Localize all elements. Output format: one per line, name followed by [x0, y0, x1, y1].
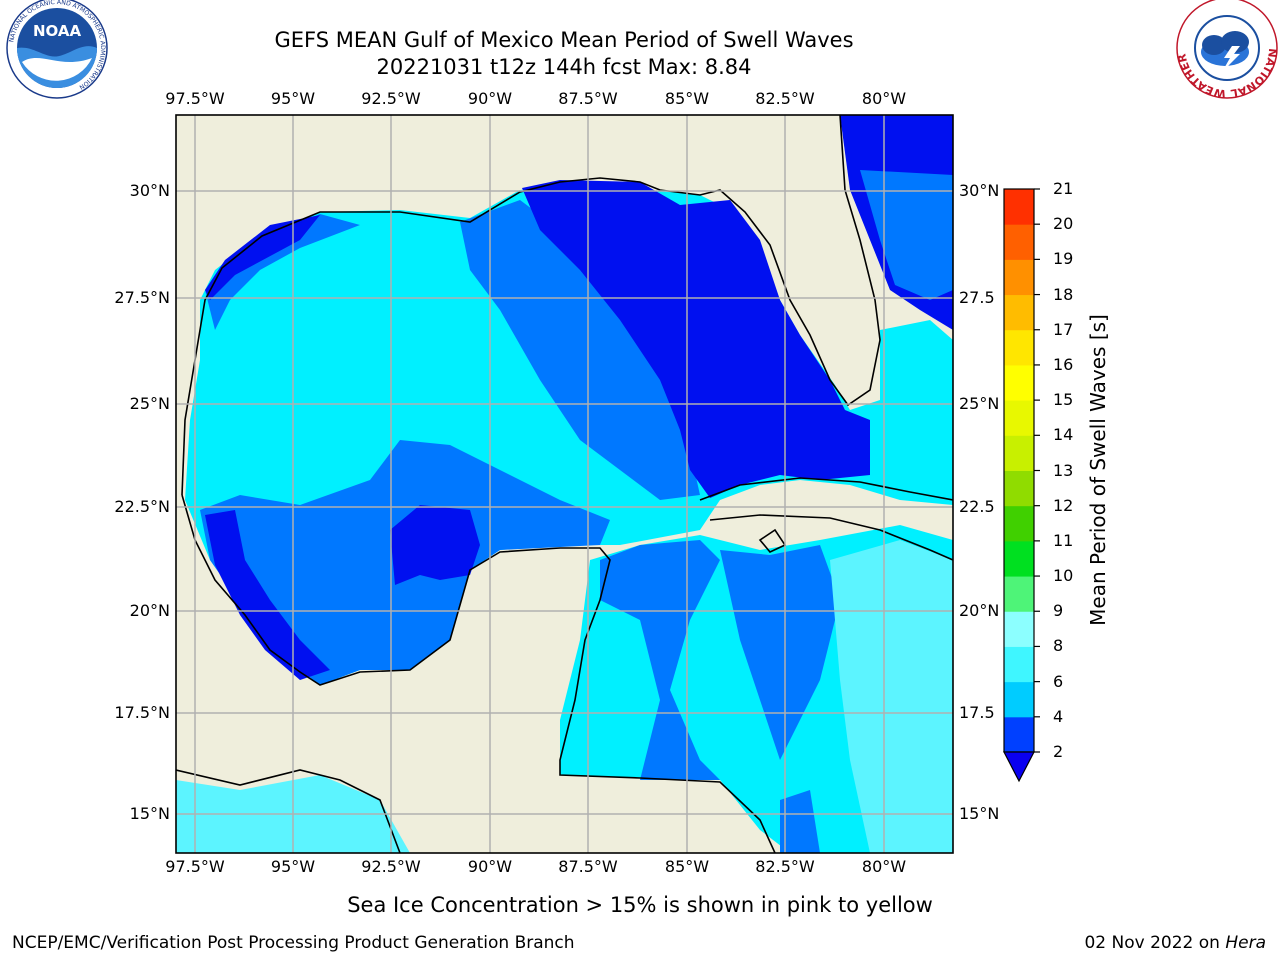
colorbar-swatch: [1004, 259, 1034, 296]
lat-tick-right: 30°N: [959, 181, 1000, 200]
caribbean-pale: [830, 540, 953, 853]
sea-ice-footnote: Sea Ice Concentration > 15% is shown in …: [347, 893, 933, 917]
lon-tick-top: 90°W: [467, 89, 513, 108]
lon-tick-bottom: 85°W: [664, 857, 710, 876]
north-shelf-band: [460, 200, 700, 500]
lat-tick-left: 25°N: [129, 394, 170, 413]
colorbar-title: Mean Period of Swell Waves [s]: [1086, 314, 1110, 626]
machine-name: Hera: [1225, 933, 1266, 953]
colorbar-label: 13: [1053, 460, 1074, 480]
colorbar-swatch: [1004, 294, 1034, 331]
colorbar-label: 11: [1053, 530, 1074, 550]
colorbar-label: 10: [1053, 566, 1074, 586]
colorbar-label: 20: [1053, 214, 1074, 234]
map-title: GEFS MEAN Gulf of Mexico Mean Period of …: [274, 28, 854, 52]
colorbar-label: 8: [1053, 636, 1064, 656]
lat-tick-left: 17.5°N: [114, 703, 170, 722]
north-coast-low: [205, 215, 320, 300]
coastlines: [176, 115, 953, 853]
graticule: [176, 115, 953, 853]
lat-tick-right: 27.5: [959, 288, 995, 307]
colorbar-label: 17: [1053, 319, 1074, 339]
colorbar-swatch: [1004, 540, 1034, 577]
caribbean-south-low: [780, 790, 820, 853]
lon-tick-bottom: 92.5°W: [361, 857, 421, 876]
nws-logo: NATIONAL WEATHER SERVICE: [0, 0, 1279, 100]
colorbar-swatch: [1004, 364, 1034, 401]
noaa-logo-text: NOAA: [33, 22, 82, 40]
colorbar-swatch: [1004, 470, 1034, 507]
lat-tick-left: 20°N: [129, 601, 170, 620]
colorbar-swatch: [1004, 505, 1034, 542]
lat-tick-left: 15°N: [129, 804, 170, 823]
bahamas-water: [880, 320, 953, 440]
caribbean-west-band: [600, 540, 720, 780]
colorbar-swatch: [1004, 189, 1034, 225]
bay-of-campeche-low: [390, 505, 480, 585]
nws-ring-text: NATIONAL WEATHER SERVICE: [0, 0, 1279, 100]
lon-tick-bottom: 95°W: [270, 857, 316, 876]
lat-tick-left: 30°N: [129, 181, 170, 200]
lon-tick-bottom: 97.5°W: [165, 857, 225, 876]
lat-tick-right: 15°N: [959, 804, 1000, 823]
lon-tick-top: 95°W: [270, 89, 316, 108]
lon-tick-bottom: 90°W: [467, 857, 513, 876]
lon-tick-top: 82.5°W: [755, 89, 815, 108]
lon-tick-bottom: 87.5°W: [558, 857, 618, 876]
colorbar-swatch: [1004, 716, 1034, 753]
run-date-text: 02 Nov 2022 on: [1084, 933, 1226, 953]
lat-tick-left: 27.5°N: [114, 288, 170, 307]
colorbar-swatch: [1004, 400, 1034, 436]
lon-tick-top: 80°W: [861, 89, 907, 108]
noaa-logo: NATIONAL OCEANIC AND ATMOSPHERIC ADMINIS…: [6, 0, 108, 99]
colorbar-label: 16: [1053, 354, 1074, 374]
colorbar-swatch: [1004, 224, 1034, 260]
colorbar-swatch: [1004, 435, 1034, 471]
colorbar-label: 19: [1053, 249, 1074, 269]
lat-tick-right: 25°N: [959, 394, 1000, 413]
colorbar-label: 2: [1053, 742, 1064, 761]
colorbar-extend-arrow: [1003, 751, 1035, 783]
credit-line: NCEP/EMC/Verification Post Processing Pr…: [12, 933, 575, 953]
colorbar-label: 21: [1053, 179, 1074, 198]
lat-tick-right: 17.5: [959, 703, 995, 722]
lon-tick-bottom: 80°W: [861, 857, 907, 876]
colorbar-label: 6: [1053, 671, 1064, 691]
lon-tick-top: 87.5°W: [558, 89, 618, 108]
colorbar-swatch: [1004, 681, 1034, 718]
colorbar-label: 18: [1053, 284, 1074, 304]
colorbar-swatch: [1004, 646, 1034, 683]
map-subtitle: 20221031 t12z 144h fcst Max: 8.84: [376, 55, 752, 79]
svg-text:NATIONAL WEATHER SERVICE: NATIONAL WEATHER SERVICE: [0, 0, 1279, 100]
colorbar-label: 14: [1053, 425, 1074, 445]
lon-tick-top: 85°W: [664, 89, 710, 108]
lon-tick-bottom: 82.5°W: [755, 857, 815, 876]
colorbar-swatch: [1004, 329, 1034, 366]
eastern-gulf-low: [522, 180, 870, 498]
colorbar: [1003, 188, 1040, 783]
colorbar-swatch: [1004, 576, 1034, 612]
lon-tick-top: 92.5°W: [361, 89, 421, 108]
caribbean-east-band: [720, 545, 840, 760]
run-date: 02 Nov 2022 on Hera: [1084, 932, 1266, 954]
colorbar-swatch: [1004, 611, 1034, 647]
lat-tick-right: 22.5: [959, 497, 995, 516]
colorbar-label: 12: [1053, 495, 1074, 515]
map-frame: [175, 114, 954, 854]
lon-tick-top: 97.5°W: [165, 89, 225, 108]
lat-tick-right: 20°N: [959, 601, 1000, 620]
map-plot-area: [176, 115, 953, 853]
colorbar-label: 9: [1053, 601, 1064, 621]
colorbar-label: 4: [1053, 706, 1064, 726]
lat-tick-left: 22.5°N: [114, 497, 170, 516]
west-coast-low: [205, 510, 330, 680]
colorbar-label: 15: [1053, 390, 1074, 410]
